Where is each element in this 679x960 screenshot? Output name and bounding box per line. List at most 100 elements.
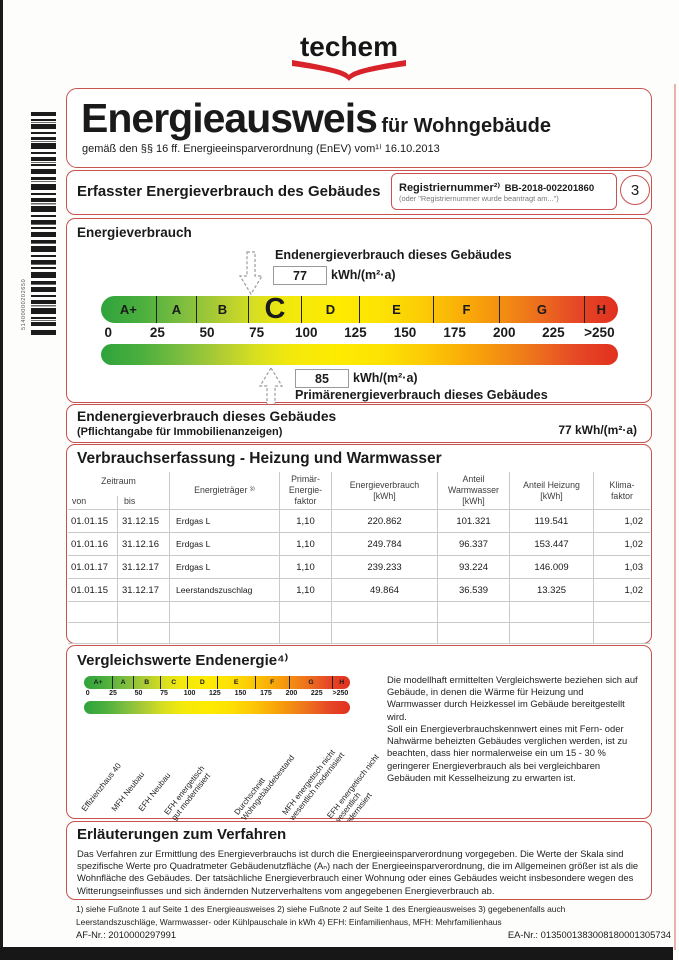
registry-note: (oder "Registriernummer wurde beantragt … <box>399 194 559 203</box>
col-header-energietraeger: Energieträger ³⁾ <box>170 472 280 509</box>
tick-100: 100 <box>183 690 196 697</box>
cell-klima: 1,02 <box>624 538 644 550</box>
registry-number: BB-2018-002201860 <box>504 183 595 194</box>
tick-0: 0 <box>85 690 90 697</box>
arrow-up-icon <box>259 367 283 409</box>
col-header-anteil-warmwasser: Anteil Warmwasser [kWh] <box>438 472 510 509</box>
table-box: Verbrauchserfassung - Heizung und Warmwa… <box>66 444 652 644</box>
cell-von: 01.01.17 <box>68 556 118 578</box>
cell-pef: 1,10 <box>280 533 332 555</box>
tick-125: 125 <box>344 325 367 340</box>
cell-verbrauch: 49.864 <box>332 579 438 601</box>
tick-125: 125 <box>209 690 221 697</box>
class-b: B <box>132 676 160 689</box>
table-heading: Verbrauchserfassung - Heizung und Warmwa… <box>77 450 442 467</box>
class-h: H <box>583 296 618 323</box>
section-heading-erfasster: Erfasster Energieverbrauch des Gebäudes <box>77 183 381 200</box>
tick-100: 100 <box>294 325 318 340</box>
page-title: Energieausweis <box>81 95 378 141</box>
cell-warmwasser: 96.337 <box>438 533 510 555</box>
cell-von: 01.01.15 <box>68 579 118 601</box>
footnote-line-1: 1) siehe Fußnote 1 auf Seite 1 des Energ… <box>76 904 566 914</box>
class-g: G <box>499 296 584 323</box>
cell-bis: 31.12.16 <box>118 533 170 555</box>
end-energy-box-heading: Endenergieverbrauch dieses Gebäudes <box>77 409 337 424</box>
cell-bis: 31.12.17 <box>118 579 170 601</box>
end-energy-value: 77 <box>273 266 327 285</box>
col-header-zeitraum-group: Zeitraum von bis <box>68 472 170 509</box>
cell-pef: 1,10 <box>280 579 332 601</box>
cell-klima: 1,02 <box>624 515 644 527</box>
ea-number: EA-Nr.: 0135001383008180001305734 <box>507 929 671 940</box>
cell-verbrauch: 220.862 <box>332 510 438 532</box>
class-h: H <box>332 676 350 689</box>
techem-logo-text: techem <box>299 31 399 62</box>
tick-150: 150 <box>234 690 247 697</box>
energy-class-band: A+ A B C D E F G H <box>101 296 618 323</box>
primary-energy-label: Primärenergieverbrauch dieses Gebäudes <box>295 388 548 402</box>
cell-heizung: 119.541 <box>510 510 594 532</box>
tick-250: >250 <box>332 690 349 697</box>
col-header-bis: bis <box>124 496 136 506</box>
table-row: 01.01.15 31.12.17 Leerstandszuschlag 1,1… <box>68 579 650 602</box>
tick-25: 25 <box>109 690 117 697</box>
col-header-von: von <box>68 496 118 509</box>
tick-225: 225 <box>310 690 323 697</box>
cell-bis: 31.12.15 <box>118 510 170 532</box>
cell-traeger: Erdgas L <box>170 533 280 555</box>
table-row-empty <box>68 623 650 644</box>
class-e: E <box>216 676 255 689</box>
cell-von: 01.01.16 <box>68 533 118 555</box>
class-b: B <box>196 296 248 323</box>
class-e: E <box>358 296 433 323</box>
class-d: D <box>301 296 359 323</box>
arrow-down-icon <box>239 251 263 295</box>
compare-text-2: Soll ein Energieverbrauchskennwert eines… <box>387 723 628 783</box>
cell-heizung: 146.009 <box>510 556 594 578</box>
class-f: F <box>432 296 499 323</box>
col-header-anteil-heizung: Anteil Heizung [kWh] <box>510 472 594 509</box>
tick-250: >250 <box>584 325 615 340</box>
class-c-current: C <box>247 296 301 323</box>
registry-box: Registriernummer²⁾ BB-2018-002201860 (od… <box>391 173 617 210</box>
end-energy-box-value: 77 kWh/(m²·a) <box>558 423 637 437</box>
end-energy-box-subheading: (Pflichtangabe für Immobilienanzeigen) <box>77 426 283 438</box>
cell-pef: 1,10 <box>280 510 332 532</box>
cell-traeger: Erdgas L <box>170 510 280 532</box>
cell-traeger: Leerstandszuschlag <box>170 579 280 601</box>
explanation-heading: Erläuterungen zum Verfahren <box>77 826 287 843</box>
cell-warmwasser: 36.539 <box>438 579 510 601</box>
footnotes: 1) siehe Fußnote 1 auf Seite 1 des Energ… <box>76 903 651 929</box>
consumption-box: Energieverbrauch Endenergieverbrauch die… <box>66 218 652 409</box>
consumption-table: Zeitraum von bis Energieträger ³⁾ Primär… <box>68 472 650 644</box>
cell-klima: 1,02 <box>624 584 644 596</box>
primary-energy-value: 85 <box>295 369 349 388</box>
col-header-verbrauch: Energieverbrauch [kWh] <box>332 472 438 509</box>
class-a-plus: A+ <box>93 679 103 686</box>
compare-gradient-band <box>84 701 350 714</box>
cell-warmwasser: 93.224 <box>438 556 510 578</box>
compare-labels: Effizienzhaus 40 MFH Neubau EFH Neubau E… <box>67 716 427 831</box>
tick-50: 50 <box>134 690 143 697</box>
cell-verbrauch: 239.233 <box>332 556 438 578</box>
class-c: C <box>159 676 187 689</box>
scale-ticks: 0 25 50 75 100 125 150 175 200 225 >250 <box>101 325 618 341</box>
tick-200: 200 <box>285 690 298 697</box>
title-box: Energieausweis für Wohngebäude gemäß den… <box>66 88 652 168</box>
tick-150: 150 <box>393 325 417 340</box>
col-header-zeitraum: Zeitraum <box>101 476 136 486</box>
table-row-empty <box>68 602 650 623</box>
law-reference-line: gemäß den §§ 16 ff. Energieeinsparverord… <box>82 143 440 155</box>
tick-75: 75 <box>249 325 265 340</box>
scan-artifact-line <box>674 84 676 950</box>
registry-label: Registriernummer²⁾ <box>399 182 501 194</box>
tick-225: 225 <box>542 325 565 340</box>
compare-class-band: A+ A B C D E F G H <box>84 676 350 689</box>
class-a: A <box>155 296 196 323</box>
footnote-line-2: Leerstandszuschläge, Warmwasser- oder Kü… <box>76 917 502 928</box>
col-header-pef: Primär- Energie- faktor <box>280 472 332 509</box>
barcode <box>31 112 56 335</box>
class-a: A <box>112 676 133 689</box>
scan-edge-left <box>0 0 3 960</box>
compare-label: EFH energetisch gut modernisiert <box>162 764 213 823</box>
